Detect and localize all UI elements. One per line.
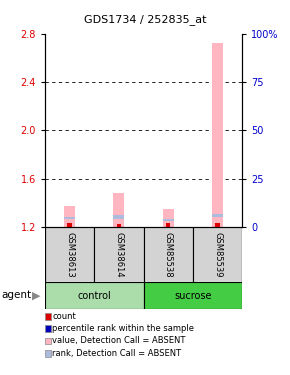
Text: ▶: ▶ <box>32 291 41 300</box>
Bar <box>212 44 223 227</box>
Bar <box>45 227 94 283</box>
Text: value, Detection Call = ABSENT: value, Detection Call = ABSENT <box>52 336 186 345</box>
Text: control: control <box>77 291 111 301</box>
Bar <box>113 215 124 219</box>
Text: GSM85538: GSM85538 <box>164 232 173 278</box>
Text: agent: agent <box>1 291 32 300</box>
Bar <box>113 193 124 227</box>
Bar <box>64 217 75 219</box>
Bar <box>45 282 144 309</box>
Bar <box>166 223 171 227</box>
Bar <box>144 282 242 309</box>
Bar <box>67 223 72 227</box>
Bar <box>212 214 223 217</box>
Text: GSM85539: GSM85539 <box>213 232 222 278</box>
Bar <box>94 227 144 283</box>
Bar <box>117 224 121 227</box>
Bar <box>163 219 174 222</box>
Text: percentile rank within the sample: percentile rank within the sample <box>52 324 194 333</box>
Text: GSM38614: GSM38614 <box>114 232 124 278</box>
Text: count: count <box>52 312 76 321</box>
Bar <box>215 223 220 227</box>
Text: sucrose: sucrose <box>174 291 212 301</box>
Text: GSM38613: GSM38613 <box>65 232 74 278</box>
Text: rank, Detection Call = ABSENT: rank, Detection Call = ABSENT <box>52 349 181 358</box>
Text: GDS1734 / 252835_at: GDS1734 / 252835_at <box>84 14 206 25</box>
Bar <box>163 209 174 227</box>
Bar <box>193 227 242 283</box>
Bar <box>144 227 193 283</box>
Bar <box>64 206 75 227</box>
